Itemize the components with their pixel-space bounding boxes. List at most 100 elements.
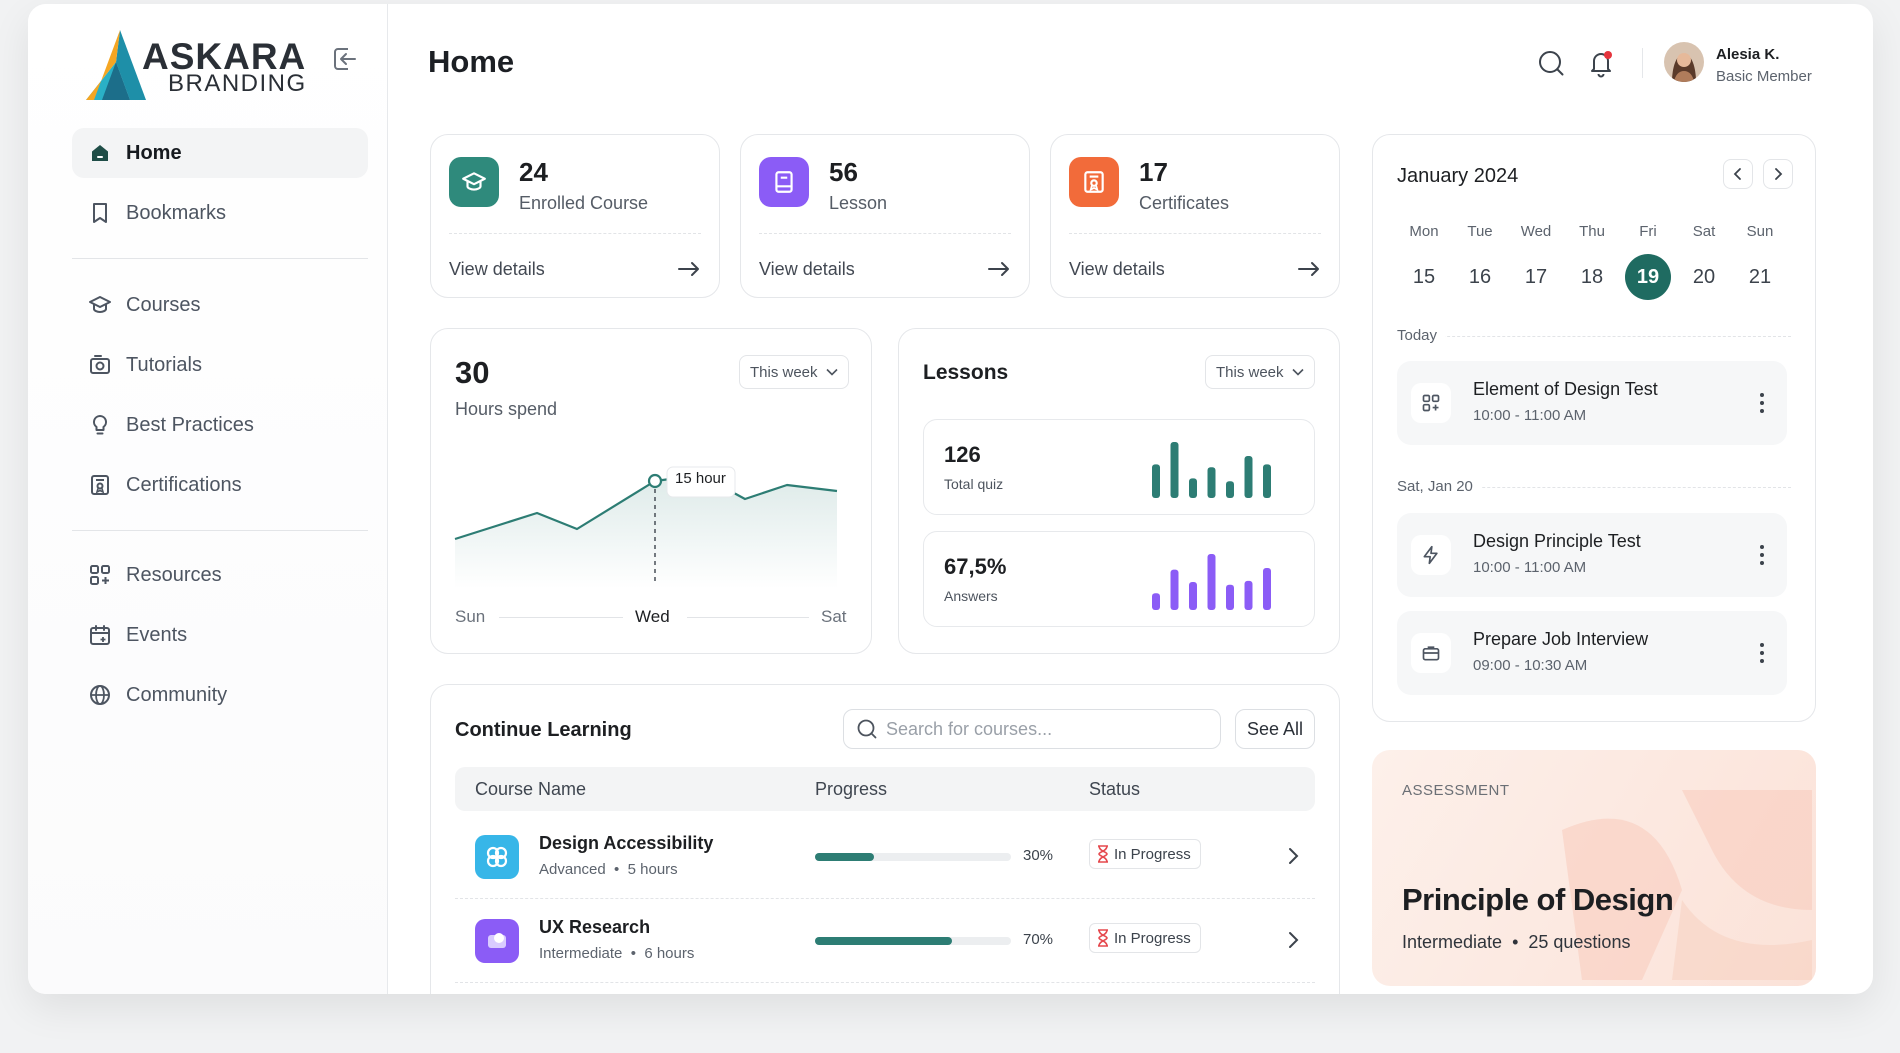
brand-logo: ASKARA BRANDING <box>86 30 305 102</box>
column-header-course[interactable]: Course Name <box>475 779 587 799</box>
stat-label: Lesson <box>829 193 888 213</box>
view-details-link[interactable]: View details <box>449 259 545 279</box>
bar <box>1244 580 1253 610</box>
assessment-decoration <box>1562 790 1812 980</box>
bar <box>1207 554 1216 610</box>
course-name: Design Accessibility <box>539 833 714 853</box>
status-text: In Progress <box>1114 929 1191 947</box>
more-vertical-icon[interactable] <box>1759 641 1765 665</box>
arrow-right-icon[interactable] <box>987 259 1011 279</box>
certificate-icon <box>88 473 112 497</box>
progress-fill <box>815 937 953 945</box>
chevron-down-icon <box>1291 368 1304 376</box>
bar <box>1189 478 1197 498</box>
lessons-title: Lessons <box>923 361 1009 384</box>
day-date[interactable]: 18 <box>1580 266 1604 288</box>
sidebar-item-resources[interactable]: Resources <box>72 550 368 600</box>
day-date[interactable]: 15 <box>1412 266 1436 288</box>
sidebar-item-home[interactable]: Home <box>72 128 368 178</box>
certificate-icon <box>1069 157 1119 207</box>
day-date[interactable]: 17 <box>1524 266 1548 288</box>
bar <box>1263 568 1271 610</box>
column-header-progress[interactable]: Progress <box>815 779 888 799</box>
day-name: Mon <box>1409 223 1439 240</box>
day-date[interactable]: 16 <box>1468 266 1492 288</box>
course-duration: 5 hours <box>627 861 678 878</box>
see-all-button[interactable]: See All <box>1235 709 1315 749</box>
header-divider <box>1642 48 1643 78</box>
sidebar-item-tutorials[interactable]: Tutorials <box>72 340 368 390</box>
event-card[interactable]: Prepare Job Interview 09:00 - 10:30 AM <box>1397 611 1787 695</box>
table-row[interactable]: Design Accessibility Advanced • 5 hours … <box>455 815 1315 899</box>
event-title: Design Principle Test <box>1473 531 1641 551</box>
hours-range-dropdown[interactable]: This week <box>739 355 849 389</box>
sidebar-item-label: Bookmarks <box>126 201 227 224</box>
bar <box>1207 467 1216 498</box>
answers-value: 67,5% <box>944 554 1007 579</box>
day-date[interactable]: 20 <box>1692 266 1716 288</box>
column-header-status[interactable]: Status <box>1089 779 1141 799</box>
calendar-day: Fri 19 <box>1625 223 1671 300</box>
event-time: 09:00 - 10:30 AM <box>1473 657 1588 674</box>
chart-marker-point[interactable] <box>647 473 663 489</box>
calendar-prev-button[interactable] <box>1723 159 1753 189</box>
calendar-month-title: January 2024 <box>1397 165 1519 187</box>
lessons-range-dropdown[interactable]: This week <box>1205 355 1315 389</box>
calendar-day: Tue 16 <box>1457 223 1503 300</box>
course-search[interactable] <box>843 709 1221 749</box>
sidebar-item-label: Courses <box>126 293 201 316</box>
day-name: Tue <box>1467 223 1493 240</box>
day-date-selected[interactable]: 19 <box>1625 254 1671 300</box>
continue-learning-card: Continue Learning See All Course Name Pr… <box>430 684 1340 994</box>
sidebar-item-label: Certifications <box>126 473 242 496</box>
arrow-right-icon[interactable] <box>677 259 701 279</box>
nav-group-learning: Courses Tutorials Best Practices Certifi… <box>72 280 368 520</box>
event-card[interactable]: Design Principle Test 10:00 - 11:00 AM <box>1397 513 1787 597</box>
chevron-right-icon[interactable] <box>1287 847 1299 865</box>
brand-name: ASKARA <box>142 36 307 77</box>
assessment-card[interactable]: ASSESSMENT Principle of Design Intermedi… <box>1372 750 1816 986</box>
notifications-button[interactable] <box>1586 48 1616 78</box>
sidebar-item-best-practices[interactable]: Best Practices <box>72 400 368 450</box>
stat-divider <box>759 233 1011 234</box>
hours-label: Hours spend <box>455 399 558 419</box>
table-row[interactable]: UX Research Intermediate • 6 hours 70% I… <box>455 899 1315 983</box>
chevron-right-icon <box>1775 168 1783 180</box>
arrow-right-icon[interactable] <box>1297 259 1321 279</box>
quiz-summary: 126 Total quiz <box>923 419 1315 515</box>
event-card[interactable]: Element of Design Test 10:00 - 11:00 AM <box>1397 361 1787 445</box>
schedule-divider <box>1397 336 1791 337</box>
search-button[interactable] <box>1536 48 1566 78</box>
progress-percent: 30% <box>1023 847 1054 864</box>
sidebar-item-courses[interactable]: Courses <box>72 280 368 330</box>
sidebar-item-community[interactable]: Community <box>72 670 368 720</box>
lightning-icon <box>1411 535 1451 575</box>
sidebar-collapse-button[interactable] <box>330 44 360 74</box>
bar <box>1263 464 1271 498</box>
view-details-link[interactable]: View details <box>1069 259 1165 279</box>
stat-divider <box>1069 233 1321 234</box>
calendar-next-button[interactable] <box>1763 159 1793 189</box>
view-details-link[interactable]: View details <box>759 259 855 279</box>
assessment-title: Principle of Design <box>1402 882 1674 917</box>
stat-card-lessons: 56 Lesson View details <box>740 134 1030 298</box>
hourglass-icon <box>1098 845 1108 863</box>
sidebar-item-events[interactable]: Events <box>72 610 368 660</box>
x-label-mid: Wed <box>635 607 670 626</box>
sidebar-item-bookmarks[interactable]: Bookmarks <box>72 188 368 238</box>
avatar[interactable] <box>1664 42 1704 82</box>
more-vertical-icon[interactable] <box>1759 543 1765 567</box>
day-date[interactable]: 21 <box>1748 266 1772 288</box>
nav-group-community: Resources Events Community <box>72 550 368 730</box>
chevron-right-icon[interactable] <box>1287 931 1299 949</box>
sidebar-item-certifications[interactable]: Certifications <box>72 460 368 510</box>
hours-card: 30 Hours spend This week 15 hour Sun Wed… <box>430 328 872 654</box>
event-time: 10:00 - 11:00 AM <box>1473 559 1587 576</box>
course-search-input[interactable] <box>886 718 1186 740</box>
event-title: Prepare Job Interview <box>1473 629 1649 649</box>
book-icon <box>759 157 809 207</box>
calendar-day: Wed 17 <box>1513 223 1559 300</box>
more-vertical-icon[interactable] <box>1759 391 1765 415</box>
quiz-label: Total quiz <box>944 476 1004 492</box>
calendar-day: Sat 20 <box>1681 223 1727 300</box>
